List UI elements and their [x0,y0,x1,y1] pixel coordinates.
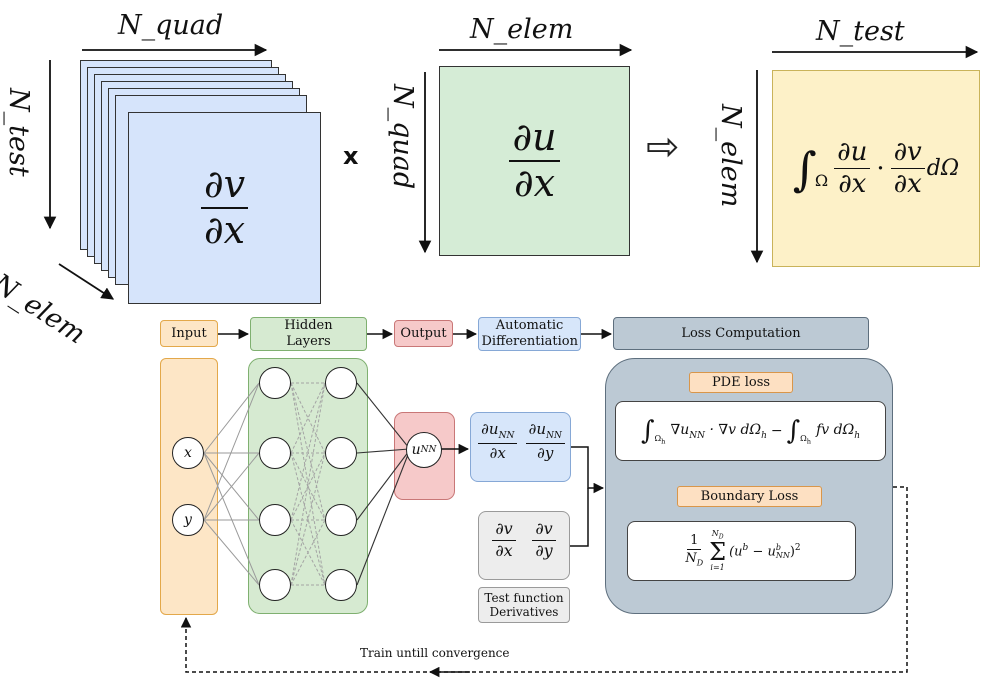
input-node-y: y [172,504,204,536]
feedback-loop-path [180,486,908,673]
stage-input: Input [160,320,218,347]
input-node-x: x [172,437,204,469]
boundary-loss-tag: Boundary Loss [677,486,822,507]
times-symbol: x [343,142,359,170]
input-hidden-edges [203,382,260,586]
pde-loss-tag: PDE loss [689,372,793,393]
stage-autodiff-label: Automatic Differentiation [481,318,579,349]
hidden-node [325,437,357,469]
boundary-loss-formula: 1 ND ND Σ i=1 (ub − u b NN)2 [627,521,856,581]
hidden-output-edges [356,382,410,586]
stage-output: Output [394,320,453,347]
hidden-node [259,437,291,469]
middle-top-label: N_elem [470,14,574,45]
test-deriv-box [478,511,570,580]
stage-hidden-label: Hidden Layers [284,318,333,349]
right-num-1: ∂u [834,138,871,169]
hidden-node [259,504,291,536]
right-top-label: N_test [816,16,905,47]
stage-loss-label: Loss Computation [681,325,801,341]
implies-arrow-icon: ⇨ [646,124,680,170]
left-matrix-denominator: ∂x [203,208,246,252]
right-den-1: ∂x [838,169,867,199]
left-depth-arrow [58,263,115,300]
input-column [160,358,218,615]
pde-loss-formula: ∫ Ωh ∇uNN · ∇v dΩh − ∫ Ωh fv dΩh [615,401,886,461]
right-matrix: ∫ Ω ∂u ∂x · ∂v ∂x dΩ [772,70,980,267]
left-matrix-numerator: ∂v [200,164,249,209]
hidden-node [259,569,291,601]
stage-output-label: Output [400,325,447,341]
left-matrix-front: ∂v ∂x [128,112,321,304]
test-derivatives: ∂v ∂x ∂v ∂y [484,520,564,560]
hidden-node [325,569,357,601]
dot-operator: · [876,153,885,184]
middle-matrix-numerator: ∂u [509,117,560,162]
stage-input-label: Input [171,325,207,341]
middle-matrix-denominator: ∂x [513,161,556,205]
output-node: u NN [406,432,442,468]
right-num-2: ∂v [890,138,925,169]
stage-loss: Loss Computation [613,317,869,350]
nn-derivatives: ∂uNN ∂x ∂uNN ∂y [474,421,569,462]
middle-matrix: ∂u ∂x [439,66,630,256]
right-den-2: ∂x [893,169,922,199]
integral-domain: Ω [814,171,829,191]
test-caption: Test function Derivatives [478,587,570,623]
hidden-node [259,367,291,399]
measure: dΩ [926,156,960,181]
hidden-node [325,504,357,536]
hidden-hidden-edges [290,382,326,586]
left-top-label: N_quad [118,10,224,41]
stage-hidden: Hidden Layers [250,317,367,351]
hidden-node [325,367,357,399]
feedback-label: Train untill convergence [360,646,510,660]
stage-autodiff: Automatic Differentiation [478,317,581,351]
autodiff-box [470,412,571,482]
arrow-test-to-loss [570,488,589,547]
integral-symbol: ∫ [792,141,817,196]
arrow-derivs-to-loss [571,446,605,494]
